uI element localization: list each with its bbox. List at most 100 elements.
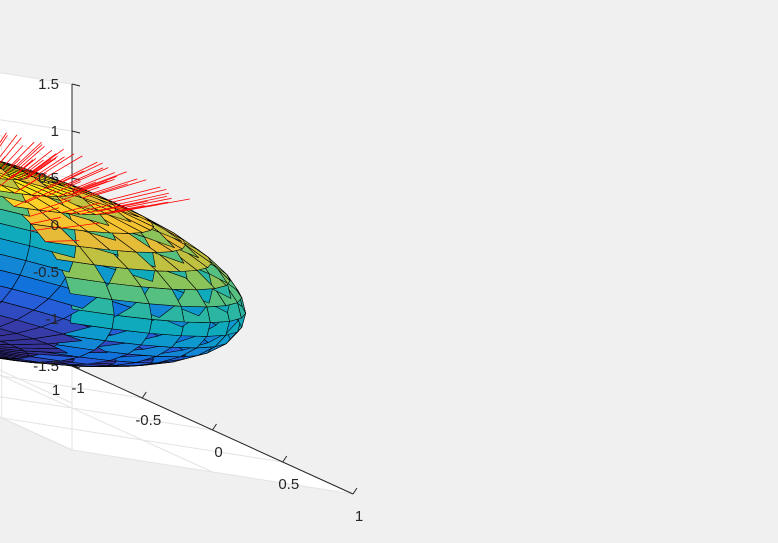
surface-face	[0, 328, 17, 337]
surface-mesh	[0, 160, 246, 367]
normal-vector	[72, 172, 115, 190]
surface-face	[0, 172, 18, 180]
normal-vector	[60, 222, 100, 229]
normal-vector	[69, 204, 111, 215]
grid-line-x	[0, 375, 143, 399]
surface-face	[0, 349, 29, 356]
z-tick-label: -1	[46, 311, 59, 328]
normal-vector	[29, 207, 60, 217]
z-tick-label: -0.5	[33, 264, 59, 281]
normal-vector	[45, 240, 80, 242]
normal-vector	[89, 178, 138, 195]
normal-vector	[30, 217, 61, 225]
normal-vector	[114, 192, 169, 206]
z-tick-mark	[71, 83, 81, 87]
normal-vector	[97, 200, 148, 212]
surface-face	[0, 269, 21, 290]
normal-vector	[48, 170, 84, 189]
normal-vector	[1, 145, 24, 169]
surface-face	[0, 351, 29, 358]
x-tick-mark	[352, 487, 358, 495]
surface-face	[0, 253, 27, 276]
surface-face	[0, 340, 1, 342]
normal-vector	[32, 148, 64, 172]
normal-vector	[9, 159, 34, 180]
z-tick-label: 0.5	[38, 170, 59, 187]
normal-vector	[0, 137, 22, 163]
z-tick-label: 1	[51, 123, 59, 140]
normal-vector	[27, 157, 57, 179]
surface-face	[0, 343, 19, 349]
grid-line-x	[0, 396, 213, 431]
normal-vector	[0, 134, 18, 158]
x-tick-label: 1	[355, 508, 363, 525]
surface-face	[0, 348, 28, 354]
x-tick-mark	[282, 455, 288, 463]
normal-vector	[82, 183, 128, 199]
normal-vector	[72, 178, 115, 195]
normal-vector	[57, 181, 97, 197]
normal-vector	[81, 171, 127, 189]
normal-vector	[130, 198, 190, 211]
y-tick-label: 1	[52, 382, 60, 399]
normal-vector	[11, 157, 37, 179]
z-tick-label: -1.5	[33, 358, 59, 375]
normal-vector	[27, 153, 57, 175]
surface-face	[0, 333, 34, 342]
z-tick-label: 0	[51, 217, 59, 234]
surface-face	[0, 357, 32, 363]
normal-vector	[18, 146, 45, 170]
normal-vector	[95, 205, 145, 215]
normal-vectors	[0, 132, 190, 242]
normal-vector	[38, 199, 72, 211]
normal-vector	[60, 202, 101, 214]
surface-face	[0, 353, 24, 359]
normal-vector	[0, 132, 7, 144]
normal-vector	[46, 181, 81, 197]
normal-vector	[60, 186, 100, 201]
tick-labels: -1-0.500.5100.51-1.5-1-0.500.511.5	[33, 76, 363, 525]
normal-vector	[107, 186, 161, 201]
x-tick-mark	[141, 391, 147, 399]
z-tick-mark	[71, 130, 81, 134]
x-tick-mark	[212, 423, 217, 431]
surface-face	[0, 285, 13, 302]
x-tick-label: 0	[214, 444, 222, 461]
normal-vector	[113, 201, 169, 213]
surface-face	[0, 315, 17, 328]
surface-face	[0, 208, 32, 232]
normal-vector	[112, 188, 167, 203]
normal-vector	[116, 197, 172, 210]
normal-vector	[25, 189, 55, 203]
normal-vector	[23, 159, 52, 180]
normal-vector	[96, 179, 147, 196]
normal-vector	[15, 141, 42, 167]
surface-face	[0, 355, 10, 359]
normal-vector	[28, 155, 58, 178]
x-tick-label: 0.5	[278, 476, 299, 493]
z-tick-label: 1.5	[38, 76, 59, 93]
surface-face	[0, 340, 11, 346]
normal-vector	[62, 162, 103, 183]
normal-vector	[73, 176, 118, 193]
normal-vector	[0, 173, 15, 187]
normal-vector	[17, 159, 44, 180]
normal-vector	[13, 194, 40, 207]
normal-vector	[47, 155, 83, 177]
grid-line-y	[0, 374, 213, 473]
normal-vector	[63, 167, 104, 187]
normal-vector	[112, 195, 167, 208]
x-tick-label: -0.5	[135, 412, 161, 429]
surface-face	[0, 222, 32, 247]
normal-vector	[0, 135, 8, 147]
normal-vector	[58, 161, 98, 182]
x-tick-label: -1	[71, 380, 84, 397]
normal-vector	[16, 144, 43, 169]
surface-face	[0, 346, 25, 352]
surface-face	[0, 357, 15, 361]
normal-vector	[31, 179, 62, 196]
z-tick-mark	[71, 177, 81, 181]
normal-vector	[67, 167, 109, 186]
normal-vector	[30, 226, 61, 232]
